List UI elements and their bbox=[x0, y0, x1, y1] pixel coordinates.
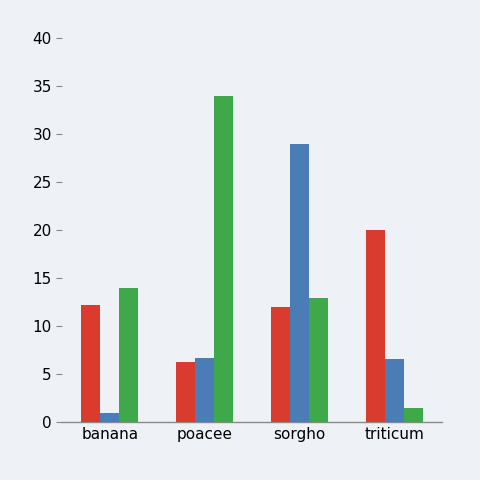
Bar bbox=[271, 307, 290, 422]
Bar bbox=[214, 96, 233, 422]
Bar bbox=[100, 413, 120, 422]
Bar bbox=[385, 359, 404, 422]
Bar bbox=[176, 362, 195, 422]
Bar bbox=[290, 144, 309, 422]
Bar bbox=[81, 305, 100, 422]
Bar bbox=[120, 288, 138, 422]
Bar bbox=[309, 298, 328, 422]
Bar bbox=[366, 230, 385, 422]
Bar bbox=[404, 408, 423, 422]
Bar bbox=[195, 358, 214, 422]
